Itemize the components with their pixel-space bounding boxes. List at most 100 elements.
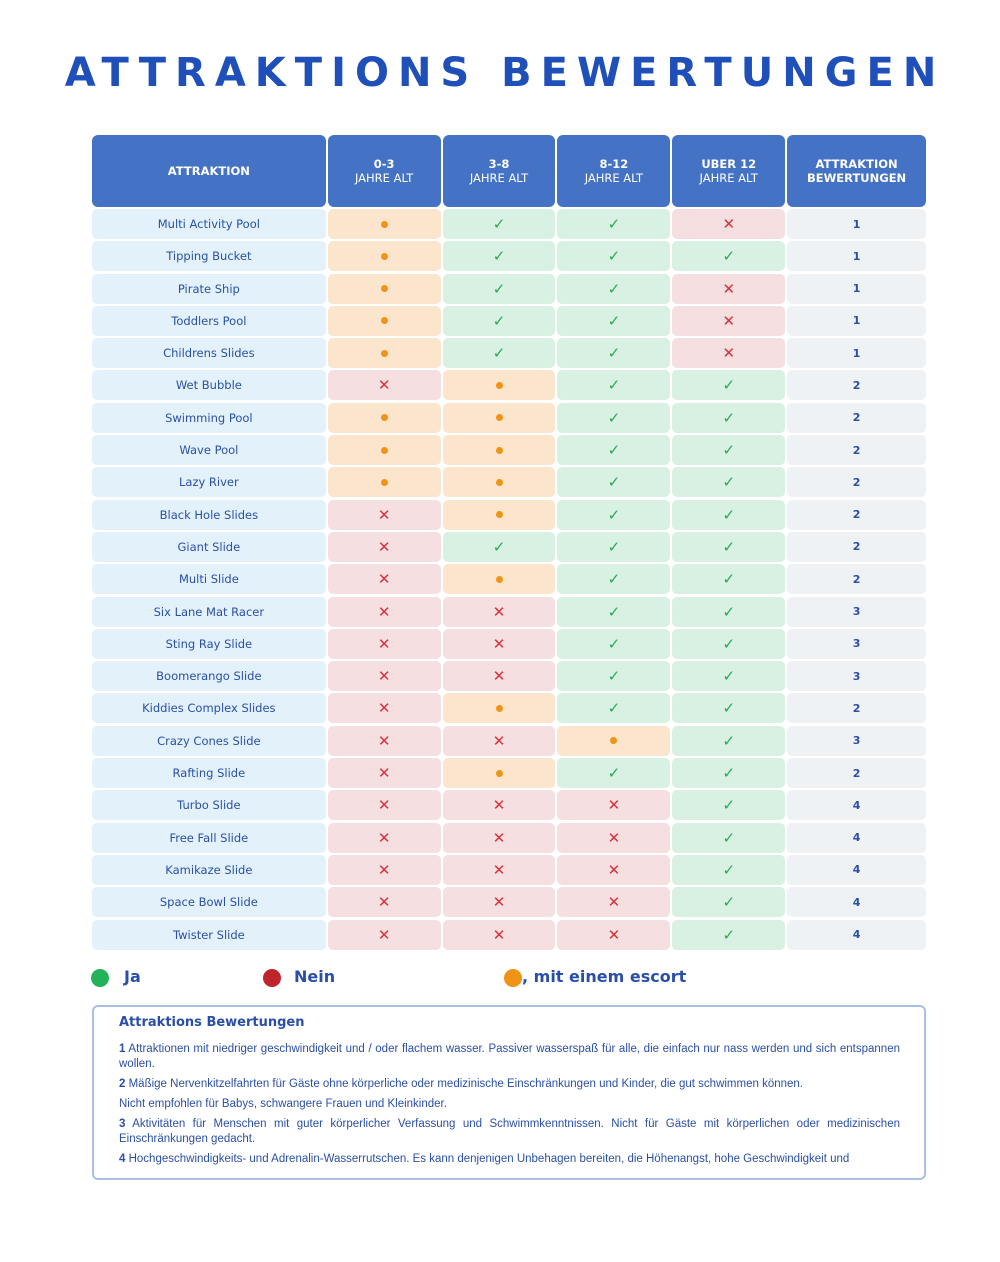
- cross-icon: ✕: [607, 828, 621, 847]
- table-row: Pirate Ship ✓ ✓ ✕ 1: [92, 273, 926, 304]
- cell-age-0-3: [327, 305, 441, 336]
- attraction-rating: 2: [787, 467, 926, 498]
- attraction-rating: 3: [787, 725, 926, 756]
- table-row: Sting Ray Slide ✕ ✕ ✓ ✓ 3: [92, 628, 926, 659]
- legend-yes-dot: [91, 969, 109, 987]
- cross-icon: ✕: [377, 925, 391, 944]
- table-row: Kiddies Complex Slides ✕ ✓ ✓ 2: [92, 693, 926, 724]
- note-item: Nicht empfohlen für Babys, schwangere Fr…: [119, 1097, 900, 1112]
- cell-age-over-12: ✕: [672, 209, 786, 239]
- cell-age-8-12: ✓: [557, 758, 671, 789]
- cell-age-0-3: ✕: [327, 854, 441, 885]
- escort-dot-icon: [380, 349, 388, 357]
- attraction-name: Lazy River: [92, 467, 326, 498]
- escort-dot-icon: [495, 511, 503, 519]
- attraction-rating: 3: [787, 661, 926, 692]
- cell-age-3-8: [442, 370, 556, 401]
- table-row: Giant Slide ✕ ✓ ✓ ✓ 2: [92, 531, 926, 562]
- cell-age-3-8: ✓: [442, 531, 556, 562]
- escort-dot-icon: [380, 252, 388, 260]
- attraction-rating: 2: [787, 693, 926, 724]
- cell-age-over-12: ✓: [672, 467, 786, 498]
- cell-age-over-12: ✓: [672, 693, 786, 724]
- cell-age-3-8: ✕: [442, 887, 556, 918]
- legend-no-label: Nein: [294, 967, 336, 986]
- cell-age-over-12: ✓: [672, 854, 786, 885]
- table-row: Childrens Slides ✓ ✓ ✕ 1: [92, 338, 926, 369]
- attraction-rating: 1: [787, 209, 926, 239]
- cell-age-3-8: [442, 564, 556, 595]
- cross-icon: ✕: [492, 634, 506, 653]
- cross-icon: ✕: [492, 860, 506, 879]
- attraction-name: Free Fall Slide: [92, 822, 326, 853]
- check-icon: ✓: [722, 796, 736, 815]
- cell-age-3-8: ✕: [442, 725, 556, 756]
- cell-age-over-12: ✓: [672, 435, 786, 466]
- attraction-name: Wet Bubble: [92, 370, 326, 401]
- escort-dot-icon: [380, 446, 388, 454]
- cell-age-over-12: ✓: [672, 628, 786, 659]
- cell-age-3-8: ✕: [442, 822, 556, 853]
- header-rating: ATTRAKTION BEWERTUNGEN: [787, 135, 926, 207]
- cell-age-8-12: ✕: [557, 822, 671, 853]
- cell-age-0-3: ✕: [327, 725, 441, 756]
- check-icon: ✓: [722, 602, 736, 621]
- attraction-rating: 4: [787, 790, 926, 821]
- escort-dot-icon: [380, 478, 388, 486]
- cell-age-3-8: [442, 467, 556, 498]
- cell-age-3-8: ✕: [442, 854, 556, 885]
- cell-age-over-12: ✓: [672, 241, 786, 272]
- cell-age-over-12: ✕: [672, 338, 786, 369]
- escort-dot-icon: [495, 446, 503, 454]
- header-age-0-3: 0-3 JAHRE ALT: [327, 135, 441, 207]
- attraction-rating: 1: [787, 273, 926, 304]
- table-row: Lazy River ✓ ✓ 2: [92, 467, 926, 498]
- check-icon: ✓: [607, 699, 621, 718]
- note-number: 1: [119, 1043, 126, 1055]
- cross-icon: ✕: [377, 893, 391, 912]
- check-icon: ✓: [607, 215, 621, 233]
- cell-age-0-3: ✕: [327, 693, 441, 724]
- check-icon: ✓: [607, 764, 621, 783]
- check-icon: ✓: [722, 634, 736, 653]
- cross-icon: ✕: [607, 893, 621, 912]
- header-attraction: ATTRAKTION: [92, 135, 326, 207]
- cell-age-8-12: ✓: [557, 564, 671, 595]
- cross-icon: ✕: [377, 505, 391, 524]
- check-icon: ✓: [722, 860, 736, 879]
- header-rating-line2: BEWERTUNGEN: [806, 171, 907, 185]
- attraction-name: Crazy Cones Slide: [92, 725, 326, 756]
- table-row: Free Fall Slide ✕ ✕ ✕ ✓ 4: [92, 822, 926, 853]
- header-age-over-12: UBER 12 JAHRE ALT: [672, 135, 786, 207]
- note-text: Hochgeschwindigkeits- und Adrenalin-Wass…: [125, 1153, 850, 1165]
- check-icon: ✓: [722, 247, 736, 266]
- cross-icon: ✕: [377, 570, 391, 589]
- table-row: Space Bowl Slide ✕ ✕ ✕ ✓ 4: [92, 887, 926, 918]
- legend-yes-label: Ja: [124, 967, 141, 986]
- attraction-rating: 1: [787, 338, 926, 369]
- check-icon: ✓: [722, 667, 736, 686]
- cell-age-over-12: ✓: [672, 758, 786, 789]
- cell-age-3-8: ✓: [442, 209, 556, 239]
- cross-icon: ✕: [377, 634, 391, 653]
- note-item: 4 Hochgeschwindigkeits- und Adrenalin-Wa…: [119, 1152, 900, 1167]
- attraction-rating: 1: [787, 241, 926, 272]
- table-row: Twister Slide ✕ ✕ ✕ ✓ 4: [92, 919, 926, 950]
- check-icon: ✓: [722, 699, 736, 718]
- cell-age-0-3: ✕: [327, 596, 441, 627]
- check-icon: ✓: [722, 408, 736, 427]
- cross-icon: ✕: [377, 376, 391, 395]
- attraction-name: Six Lane Mat Racer: [92, 596, 326, 627]
- cell-age-0-3: ✕: [327, 370, 441, 401]
- cross-icon: ✕: [377, 731, 391, 750]
- header-age-unit: JAHRE ALT: [699, 171, 758, 185]
- cell-age-over-12: ✓: [672, 725, 786, 756]
- table-row: Boomerango Slide ✕ ✕ ✓ ✓ 3: [92, 661, 926, 692]
- attraction-rating: 4: [787, 822, 926, 853]
- note-number: 3: [119, 1118, 126, 1130]
- attraction-name: Kiddies Complex Slides: [92, 693, 326, 724]
- check-icon: ✓: [722, 537, 736, 556]
- attraction-name: Sting Ray Slide: [92, 628, 326, 659]
- table-header: ATTRAKTION 0-3 JAHRE ALT 3-8 JAHRE ALT 8…: [92, 135, 926, 207]
- cell-age-8-12: ✕: [557, 854, 671, 885]
